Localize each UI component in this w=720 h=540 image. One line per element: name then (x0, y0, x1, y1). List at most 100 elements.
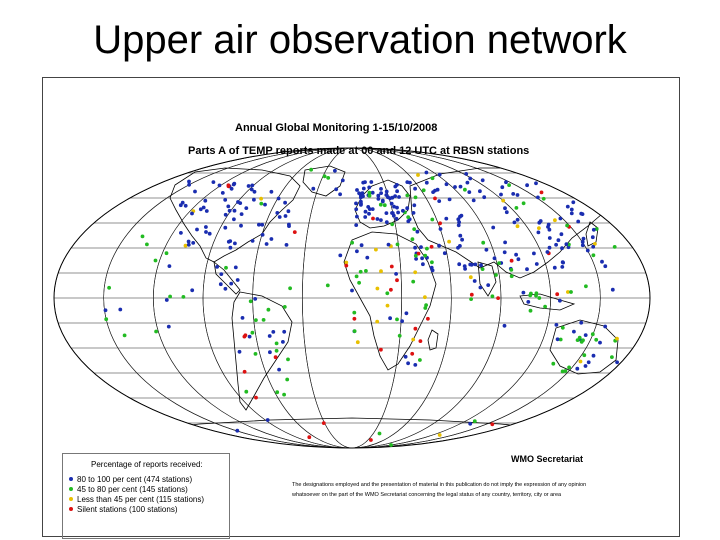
station-marker (244, 206, 249, 211)
station-marker (594, 337, 599, 342)
station-marker (584, 284, 588, 289)
station-marker (395, 242, 400, 247)
station-marker (515, 224, 520, 229)
disclaimer-line: The designations employed and the presen… (292, 482, 587, 488)
station-marker (433, 196, 437, 201)
station-marker (456, 223, 461, 228)
station-marker (558, 298, 562, 303)
station-marker (512, 220, 517, 225)
station-marker (610, 287, 615, 292)
station-marker (423, 295, 427, 300)
station-marker (365, 255, 370, 260)
station-marker (582, 353, 587, 358)
station-marker (389, 264, 394, 269)
meridian-line (103, 148, 601, 448)
station-marker (437, 433, 442, 437)
station-marker (259, 201, 264, 206)
station-marker (223, 212, 228, 217)
station-marker (183, 243, 188, 248)
station-marker (563, 369, 568, 373)
station-marker (421, 188, 426, 193)
station-marker (406, 361, 410, 366)
station-marker (282, 305, 287, 309)
station-marker (273, 355, 278, 360)
station-marker (509, 274, 514, 279)
station-marker (242, 369, 247, 374)
station-marker (380, 199, 385, 204)
station-marker (410, 237, 415, 242)
station-marker (462, 264, 467, 268)
station-marker (334, 187, 339, 192)
station-marker (501, 198, 506, 203)
station-marker (460, 237, 464, 242)
station-marker (526, 300, 531, 304)
station-marker (389, 201, 394, 206)
station-marker (218, 282, 223, 287)
station-marker (195, 227, 199, 232)
station-marker (478, 285, 483, 290)
station-marker (472, 419, 477, 424)
slide-title: Upper air observation network (93, 18, 627, 62)
station-marker (494, 273, 498, 277)
station-marker (286, 209, 291, 214)
station-marker (560, 260, 565, 264)
station-marker (384, 211, 389, 216)
legend-item: Silent stations (100 stations) (69, 504, 178, 514)
station-marker (376, 193, 381, 198)
station-marker (593, 242, 597, 246)
station-marker (534, 181, 538, 186)
station-marker (236, 200, 240, 204)
station-marker (281, 340, 285, 344)
station-marker (420, 256, 424, 261)
station-marker (500, 185, 505, 190)
station-marker (400, 319, 404, 323)
station-marker (479, 263, 483, 268)
station-marker (612, 245, 617, 249)
legend-swatch (69, 497, 73, 501)
station-marker (478, 189, 482, 194)
station-marker (396, 210, 400, 215)
station-marker (248, 299, 253, 304)
station-marker (424, 303, 428, 307)
station-marker (521, 290, 526, 295)
station-marker (233, 241, 237, 246)
legend-swatch (69, 477, 73, 481)
station-marker (379, 218, 383, 223)
station-marker (560, 265, 565, 269)
station-marker (536, 230, 541, 235)
station-marker (581, 338, 585, 343)
station-marker (220, 191, 225, 195)
station-marker (178, 203, 183, 208)
station-marker (153, 258, 158, 263)
station-marker (453, 185, 457, 189)
station-marker (140, 234, 145, 239)
station-marker (104, 317, 109, 322)
station-marker (201, 205, 206, 210)
station-marker (254, 318, 258, 322)
station-marker (355, 214, 359, 219)
station-marker (376, 197, 381, 201)
station-marker (457, 262, 462, 267)
station-marker (509, 268, 514, 272)
station-marker (277, 215, 282, 219)
station-marker (419, 245, 423, 250)
station-marker (424, 180, 429, 185)
station-marker (465, 180, 470, 185)
station-marker (468, 421, 473, 426)
station-marker (367, 211, 371, 216)
station-marker (395, 205, 399, 210)
station-marker (429, 265, 434, 270)
station-marker (394, 216, 399, 221)
graticule (54, 148, 650, 448)
station-marker (193, 189, 197, 194)
station-marker (590, 235, 595, 240)
station-marker (395, 317, 399, 322)
station-marker (437, 243, 441, 248)
disclaimer: The designations employed and the presen… (292, 480, 652, 500)
station-marker (482, 195, 487, 200)
station-marker (458, 184, 463, 189)
station-marker (374, 247, 378, 252)
station-marker (431, 190, 435, 195)
station-marker (469, 262, 474, 267)
station-marker (444, 182, 449, 187)
